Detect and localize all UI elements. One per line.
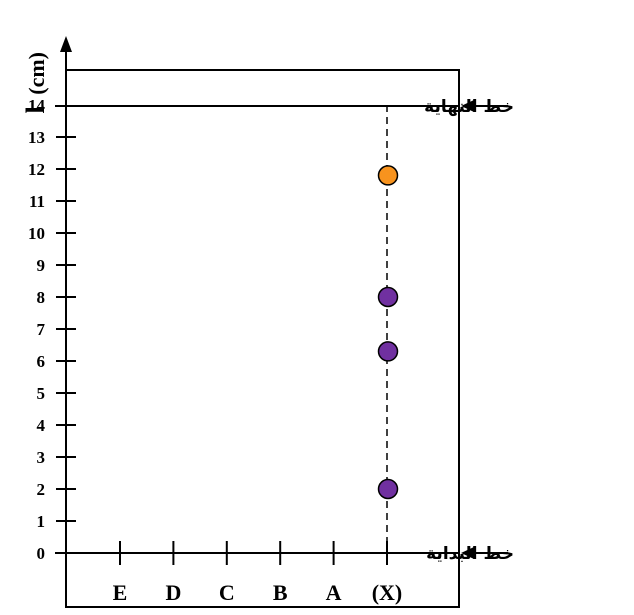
y-tick-label: 13	[28, 128, 45, 147]
lane-label: D	[165, 580, 181, 605]
y-tick-label: 5	[37, 384, 46, 403]
spot	[377, 165, 399, 186]
lanes: E D C B A (X)	[113, 105, 403, 605]
finish-line-label: خط النهاية	[424, 97, 514, 117]
y-tick-label: 3	[37, 448, 46, 467]
y-tick-label: 9	[37, 256, 46, 275]
y-axis-arrow-icon	[60, 36, 72, 52]
spot	[377, 478, 399, 500]
lane-label: A	[326, 580, 342, 605]
y-tick-label: 1	[37, 512, 46, 531]
spots	[377, 165, 399, 500]
lane-label: C	[219, 580, 235, 605]
y-tick-label: 10	[28, 224, 45, 243]
y-tick-label: 0	[37, 544, 46, 563]
start-line-pointer-arrow	[461, 547, 508, 559]
y-tick-label: 2	[37, 480, 46, 499]
arrow-left-icon	[461, 100, 474, 112]
finish-line-pointer-arrow	[461, 100, 508, 112]
chromatography-paper	[65, 69, 460, 608]
y-tick-label: 4	[37, 416, 46, 435]
spot	[377, 286, 399, 308]
y-tick-label: 14	[28, 96, 46, 115]
y-tick-label: 7	[37, 320, 46, 339]
y-tick-label: 11	[29, 192, 45, 211]
lane-label: (X)	[372, 580, 403, 605]
y-tick-label: 8	[37, 288, 46, 307]
y-tick-label: 12	[28, 160, 45, 179]
lane-label: B	[273, 580, 288, 605]
y-axis-title: l (cm)	[21, 52, 50, 113]
spot	[377, 341, 399, 362]
y-axis-title-number: l	[21, 106, 50, 113]
svg-text:l (cm): l (cm)	[21, 52, 50, 113]
arrow-left-icon	[461, 547, 474, 559]
start-line-label: خط البداية	[426, 544, 514, 564]
y-tick-label: 6	[37, 352, 46, 371]
lane-label: E	[113, 580, 128, 605]
y-axis-title-unit: (cm)	[24, 52, 49, 95]
